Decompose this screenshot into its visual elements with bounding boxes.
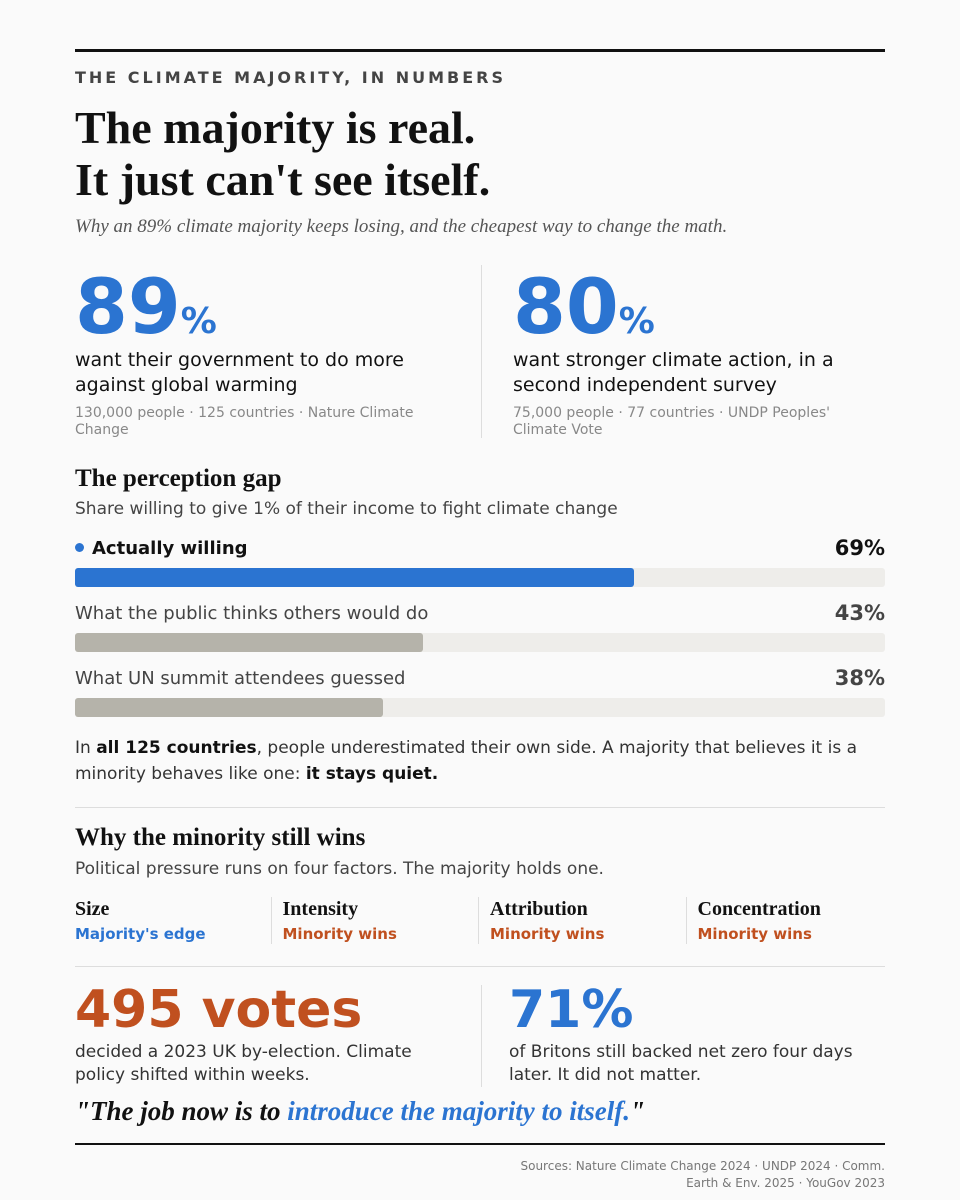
- kicker: THE CLIMATE MAJORITY, IN NUMBERS: [75, 68, 506, 87]
- note-segment: all 125 countries: [96, 738, 257, 758]
- result-number: 71%: [509, 980, 634, 1040]
- title-line: The majority is real.: [75, 102, 476, 153]
- bar-label: What UN summit attendees guessed: [75, 668, 406, 689]
- factor-name: Intensity: [282, 898, 359, 920]
- title-line: It just can't see itself.: [75, 154, 491, 205]
- note: In all 125 countries, people underestima…: [75, 735, 885, 787]
- result-number: 495 votes: [75, 980, 363, 1040]
- factor-status: Minority wins: [282, 925, 397, 943]
- stat-description: want their government to do more against…: [75, 349, 404, 396]
- note-segment: , people underestimated their own side. …: [75, 738, 858, 784]
- stat-source: 130,000 people · 125 countries · Nature …: [75, 405, 414, 438]
- bar: [75, 633, 424, 652]
- bar-label: What the public thinks others would do: [75, 603, 429, 624]
- factor-status: Majority's edge: [75, 925, 206, 943]
- stat-number: 80%: [513, 262, 655, 367]
- stat-unit: %: [618, 301, 655, 342]
- section-subtitle: Political pressure runs on four factors.…: [75, 859, 604, 879]
- bar: [75, 698, 383, 717]
- section-title: The perception gap: [75, 465, 282, 492]
- legend-dot: [75, 543, 84, 552]
- divider: [270, 897, 272, 944]
- bar-value: 38%: [834, 666, 885, 690]
- separator: [75, 807, 885, 808]
- subtitle: Why an 89% climate majority keeps losing…: [75, 216, 728, 237]
- bar-value: 43%: [834, 601, 885, 625]
- factor-status: Minority wins: [490, 925, 605, 943]
- result-description: of Britons still backed net zero four da…: [509, 1042, 853, 1085]
- stat-unit: %: [180, 301, 217, 342]
- divider: [478, 897, 479, 944]
- factor-name: Size: [75, 898, 110, 920]
- sources: Sources: Nature Climate Change 2024 · UN…: [520, 1159, 885, 1190]
- separator: [75, 966, 885, 967]
- divider: [481, 985, 482, 1087]
- divider: [685, 897, 687, 944]
- stat-source: 75,000 people · 77 countries · UNDP Peop…: [513, 405, 830, 438]
- divider: [481, 265, 482, 438]
- section-subtitle: Share willing to give 1% of their income…: [75, 499, 618, 519]
- stat-number: 89%: [75, 262, 217, 367]
- note-segment: it stays quiet.: [305, 764, 439, 784]
- quote-segment: introduce the majority to itself.: [287, 1096, 631, 1126]
- quote-segment: "The job now is to: [75, 1096, 288, 1126]
- result-description: decided a 2023 UK by-election. Climate p…: [75, 1042, 412, 1085]
- factor-name: Attribution: [490, 898, 588, 920]
- factor-name: Concentration: [697, 898, 821, 920]
- stat-description: want stronger climate action, in a secon…: [513, 349, 834, 396]
- bar-label: Actually willing: [92, 538, 248, 559]
- quote: "The job now is to introduce the majorit…: [75, 1096, 645, 1127]
- top-rule: [75, 49, 885, 52]
- bar-value: 69%: [834, 536, 885, 560]
- section-title: Why the minority still wins: [75, 824, 366, 851]
- bottom-rule: [75, 1143, 885, 1145]
- note-segment: In: [75, 738, 97, 758]
- factor-status: Minority wins: [697, 925, 812, 943]
- quote-segment: ": [630, 1096, 646, 1126]
- stat-value: 80: [513, 262, 619, 351]
- bar: [75, 568, 634, 587]
- stat-value: 89: [75, 262, 181, 351]
